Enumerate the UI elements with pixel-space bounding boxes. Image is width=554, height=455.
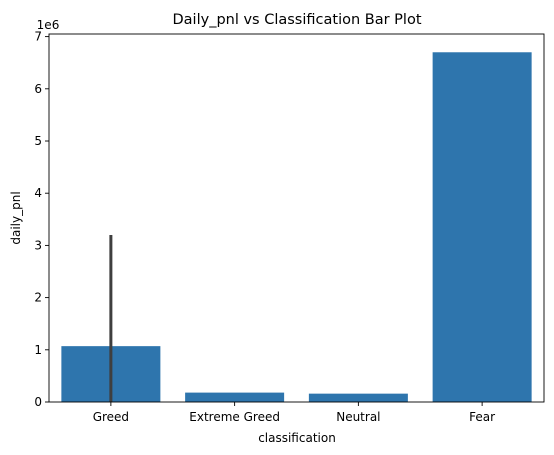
y-tick-label: 7	[34, 30, 42, 44]
x-tick-label: Greed	[93, 410, 129, 424]
plot-frame	[48, 33, 545, 403]
y-axis-ticks: 0 1 2 3 4 5 6 7	[34, 30, 49, 409]
bar-neutral	[308, 393, 408, 402]
bar-extreme-greed	[185, 392, 285, 402]
x-tick-label: Neutral	[336, 410, 380, 424]
x-axis-label: classification	[258, 431, 336, 445]
x-tick-label: Extreme Greed	[189, 410, 280, 424]
y-tick-label: 1	[34, 343, 42, 357]
y-tick-label: 5	[34, 134, 42, 148]
y-tick-label: 0	[34, 395, 42, 409]
y-tick-label: 2	[34, 291, 42, 305]
chart-title: Daily_pnl vs Classification Bar Plot	[173, 12, 422, 28]
bar-fear	[432, 52, 532, 403]
x-tick-label: Fear	[469, 410, 495, 424]
bars	[61, 52, 532, 403]
y-scale-label: 1e6	[37, 18, 60, 32]
y-axis-label: daily_pnl	[9, 191, 23, 244]
x-axis-ticks: Greed Extreme Greed Neutral Fear	[93, 402, 495, 424]
y-tick-label: 3	[34, 238, 42, 252]
y-tick-label: 4	[34, 186, 42, 200]
y-tick-label: 6	[34, 82, 42, 96]
